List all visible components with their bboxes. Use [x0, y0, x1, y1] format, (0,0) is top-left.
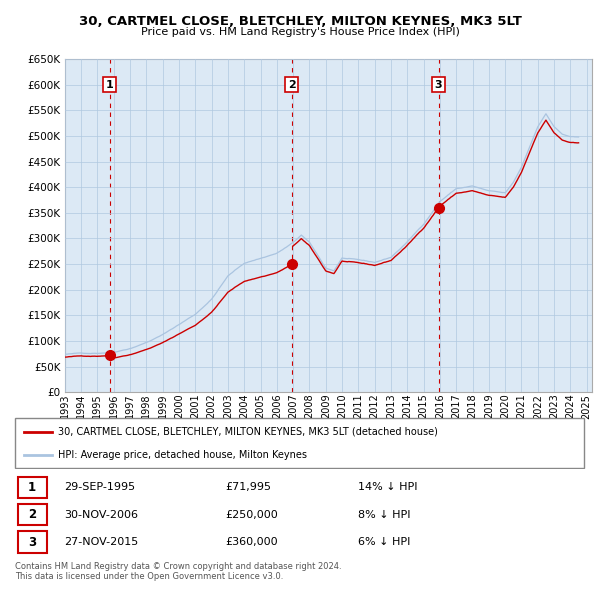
Text: 8% ↓ HPI: 8% ↓ HPI: [358, 510, 410, 520]
Text: 14% ↓ HPI: 14% ↓ HPI: [358, 483, 417, 493]
Text: 1: 1: [106, 80, 113, 90]
Text: 30, CARTMEL CLOSE, BLETCHLEY, MILTON KEYNES, MK3 5LT (detached house): 30, CARTMEL CLOSE, BLETCHLEY, MILTON KEY…: [58, 427, 438, 437]
Text: 3: 3: [28, 536, 36, 549]
FancyBboxPatch shape: [18, 532, 47, 553]
FancyBboxPatch shape: [18, 477, 47, 498]
Text: 30-NOV-2006: 30-NOV-2006: [64, 510, 138, 520]
Text: 30, CARTMEL CLOSE, BLETCHLEY, MILTON KEYNES, MK3 5LT: 30, CARTMEL CLOSE, BLETCHLEY, MILTON KEY…: [79, 15, 521, 28]
Text: £71,995: £71,995: [225, 483, 271, 493]
Text: HPI: Average price, detached house, Milton Keynes: HPI: Average price, detached house, Milt…: [58, 450, 307, 460]
Text: Price paid vs. HM Land Registry's House Price Index (HPI): Price paid vs. HM Land Registry's House …: [140, 27, 460, 37]
Text: £360,000: £360,000: [225, 537, 278, 547]
Text: 2: 2: [28, 508, 36, 522]
FancyBboxPatch shape: [15, 418, 584, 468]
Text: Contains HM Land Registry data © Crown copyright and database right 2024.
This d: Contains HM Land Registry data © Crown c…: [15, 562, 341, 581]
Text: 27-NOV-2015: 27-NOV-2015: [64, 537, 138, 547]
Text: 29-SEP-1995: 29-SEP-1995: [64, 483, 135, 493]
Text: 6% ↓ HPI: 6% ↓ HPI: [358, 537, 410, 547]
Text: 2: 2: [288, 80, 296, 90]
FancyBboxPatch shape: [18, 504, 47, 526]
Text: £250,000: £250,000: [225, 510, 278, 520]
Text: 3: 3: [435, 80, 442, 90]
Text: 1: 1: [28, 481, 36, 494]
